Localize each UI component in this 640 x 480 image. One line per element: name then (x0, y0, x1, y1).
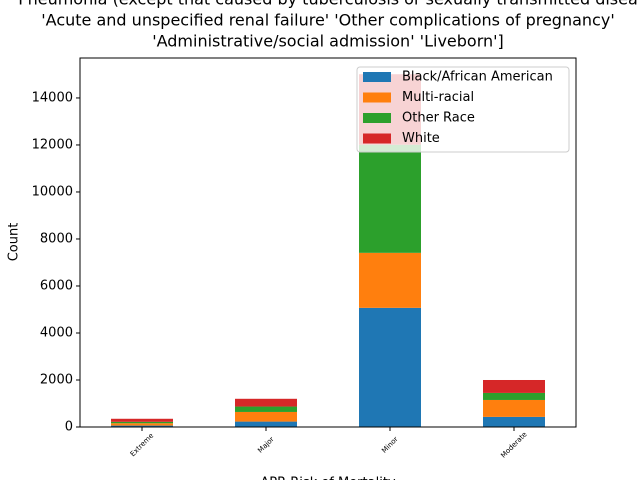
legend-label: Black/African American (402, 70, 553, 85)
y-tick-label: 2000 (40, 372, 73, 387)
y-tick-label: 6000 (40, 278, 73, 293)
y-tick-label: 10000 (32, 184, 73, 199)
bar-segment (235, 421, 297, 427)
legend-label: White (402, 131, 440, 146)
y-tick-label: 14000 (32, 90, 73, 105)
x-tick-label: Extreme (129, 432, 155, 458)
x-tick-label: Moderate (499, 430, 528, 459)
bar-segment (111, 423, 173, 426)
y-tick-label: 4000 (40, 325, 73, 340)
x-axis-label: APR Risk of Mortality (260, 476, 396, 480)
bar-segment (235, 398, 297, 407)
legend-swatch (363, 113, 391, 123)
title-line: 'Administrative/social admission' 'Liveb… (152, 32, 504, 51)
bar-segment (359, 307, 421, 427)
y-tick-label: 8000 (40, 231, 73, 246)
bar-segment (359, 144, 421, 253)
legend-label: Multi-racial (402, 90, 474, 105)
bar-segment (111, 425, 173, 427)
bar-segment (483, 399, 545, 417)
legend-swatch (363, 92, 391, 103)
x-tick-label: Major (256, 435, 275, 454)
bar-segment (359, 252, 421, 308)
bar-segment (235, 411, 297, 422)
bar-segment (483, 379, 545, 393)
bar-segment (235, 406, 297, 412)
bar-segment (483, 416, 545, 427)
title-line: Pneumonia (except that caused by tubercu… (18, 0, 638, 9)
bar-segment (111, 421, 173, 424)
chart-title: Pneumonia (except that caused by tubercu… (18, 0, 638, 51)
plot-frame (79, 57, 577, 428)
y-tick-label: 12000 (32, 137, 73, 152)
legend-label: Other Race (402, 111, 475, 126)
y-tick-label: 0 (65, 420, 73, 435)
title-line: 'Acute and unspecified renal failure' 'O… (41, 11, 614, 30)
x-tick-label: Minor (380, 435, 400, 455)
legend-box (356, 66, 570, 153)
y-axis-label: Count (7, 223, 22, 262)
legend-swatch (363, 72, 391, 82)
legend-swatch (363, 133, 391, 144)
bar-segment (111, 418, 173, 422)
bar-segment (483, 392, 545, 400)
